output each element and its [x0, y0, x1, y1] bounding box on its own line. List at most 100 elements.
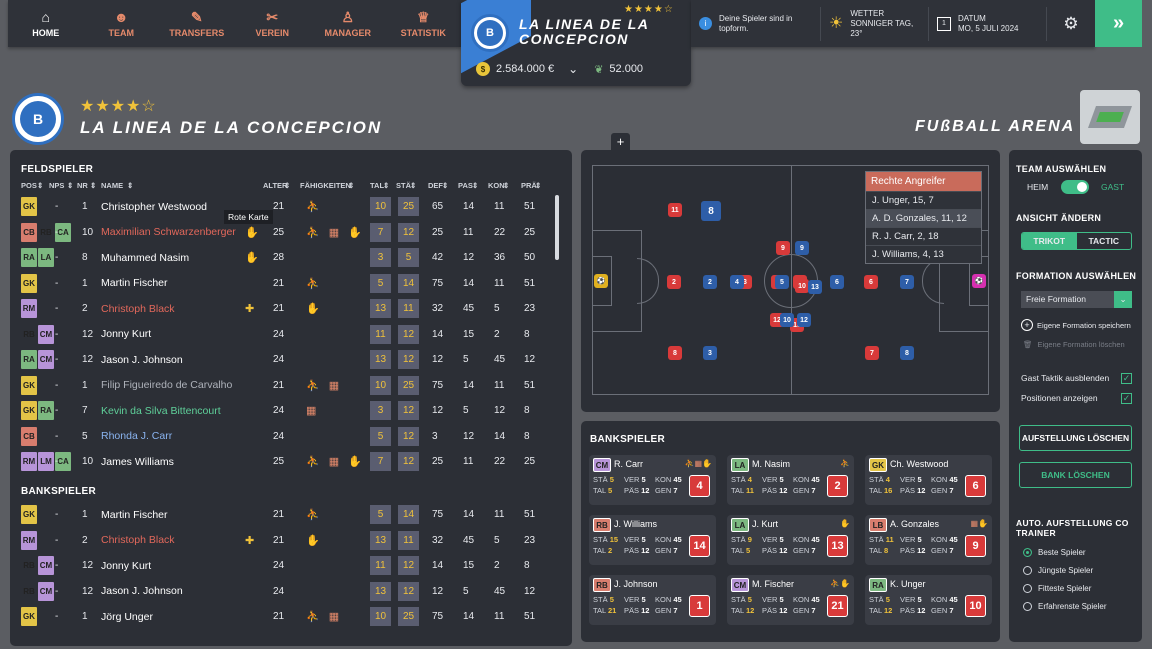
sort-icon[interactable]: ⇕ — [90, 181, 97, 190]
nav-team[interactable]: ☻ TEAM — [84, 0, 160, 47]
card-icon[interactable]: ✋ — [245, 252, 259, 264]
bench-player-card[interactable]: GK Ch. Westwood STÄ 4 TAL 16 VER 5 PÄS 12 KON … — [865, 455, 992, 505]
next-button[interactable]: » — [1095, 0, 1142, 47]
formation-select[interactable]: Freie Formation ⌄ — [1021, 291, 1132, 308]
sort-icon[interactable]: ⇕ — [67, 181, 74, 190]
bench-player-card[interactable]: CM M. Fischer ⛹✋ STÄ 5 TAL 12 VER 5 PÄS 12 KON … — [727, 575, 854, 625]
hide-tactic-checkbox[interactable]: ✓ — [1121, 373, 1132, 384]
sort-icon[interactable]: ⇕ — [127, 181, 134, 190]
header-prae[interactable]: PRÄ — [521, 181, 537, 190]
delete-formation-button[interactable]: 🗑 Eigene Formation löschen — [1023, 340, 1125, 349]
player-shirt-red[interactable]: 6 — [864, 275, 878, 289]
sort-icon[interactable]: ⇕ — [472, 181, 479, 190]
table-row[interactable]: GK - 1 Christopher Westwood 21 ⛹ 10 25 65 14 11 51 — [10, 195, 570, 218]
sort-icon[interactable]: ⇕ — [535, 181, 542, 190]
scrollbar[interactable] — [555, 195, 559, 260]
player-shirt-blue[interactable]: 6 — [830, 275, 844, 289]
stadium-icon[interactable] — [1080, 90, 1140, 144]
auto-lineup-option[interactable]: Beste Spieler — [1023, 548, 1086, 557]
table-row[interactable]: RM - 2 Christoph Black 21 ✋ ✚ 13 11 32 45 5 23 — [10, 529, 570, 552]
chevron-down-icon[interactable]: ⌄ — [568, 62, 579, 76]
table-row[interactable]: GK - 1 Jörg Unger 21 ⛹ ▦ 10 25 75 14 11 51 — [10, 605, 570, 628]
goalkeeper-shirt[interactable]: ⚽ — [594, 274, 608, 288]
nav-verein[interactable]: ✂ VEREIN — [235, 0, 311, 47]
tooltip-item[interactable]: J. Williams, 4, 13 — [866, 245, 981, 263]
sort-icon[interactable]: ⇕ — [442, 181, 449, 190]
player-shirt-blue[interactable]: 8 — [701, 201, 721, 221]
header-pos[interactable]: POS — [21, 181, 37, 190]
header-alter[interactable]: ALTER — [263, 181, 288, 190]
player-shirt-blue[interactable]: 4 — [730, 275, 744, 289]
radio-button[interactable] — [1023, 566, 1032, 575]
player-shirt-red[interactable]: 7 — [865, 346, 879, 360]
table-row[interactable]: RA LA - 8 Muhammed Nasim 28 ✋ 3 5 42 12 36 50 — [10, 246, 570, 269]
bench-player-card[interactable]: LA M. Nasim ⛹ STÄ 4 TAL 11 VER 5 PÄS 12 KON 45 G… — [727, 455, 854, 505]
player-shirt-blue[interactable]: 9 — [795, 241, 809, 255]
table-row[interactable]: RA CM - 12 Jason J. Johnson 24 13 12 12 5 45 12 — [10, 348, 570, 371]
bench-player-card[interactable]: RB J. Johnson STÄ 5 TAL 21 VER 5 PÄS 12 KON 45… — [589, 575, 716, 625]
table-row[interactable]: CB - 5 Rhonda J. Carr 24 5 12 3 12 14 8 — [10, 425, 570, 448]
sort-icon[interactable]: ⇕ — [383, 181, 390, 190]
tooltip-item[interactable]: J. Unger, 15, 7 — [866, 191, 981, 209]
bench-player-card[interactable]: LB A. Gonzales ▦✋ STÄ 11 TAL 8 VER 5 PÄS 12 KON… — [865, 515, 992, 565]
table-row[interactable]: GK RA - 7 Kevin da Silva Bittencourt 24 ▦ 3 12 12… — [10, 399, 570, 422]
sort-icon[interactable]: ⇕ — [37, 181, 44, 190]
show-positions-checkbox[interactable]: ✓ — [1121, 393, 1132, 404]
player-shirt-blue[interactable]: 3 — [703, 346, 717, 360]
player-shirt-blue[interactable]: 2 — [703, 275, 717, 289]
gear-icon[interactable]: ⚙ — [1063, 13, 1079, 33]
player-shirt-red[interactable]: 2 — [667, 275, 681, 289]
player-shirt-red[interactable]: 10 — [795, 279, 809, 293]
header-kon[interactable]: KON — [488, 181, 505, 190]
table-row[interactable]: GK - 1 Martin Fischer 21 ⛹ 5 14 75 14 11 51 — [10, 272, 570, 295]
card-icon[interactable]: ✋ — [245, 226, 259, 239]
table-row[interactable]: RM - 2 Christoph Black 21 ✋ ✚ 13 11 32 45 5 23 — [10, 297, 570, 320]
tooltip-item[interactable]: R. J. Carr, 2, 18 — [866, 227, 981, 245]
tooltip-item[interactable]: A. D. Gonzales, 11, 12 — [866, 209, 981, 227]
player-shirt-blue[interactable]: 13 — [808, 280, 822, 294]
header-faeh[interactable]: FÄHIGKEITEN — [300, 181, 351, 190]
radio-button[interactable] — [1023, 584, 1032, 593]
player-shirt-red[interactable]: 11 — [668, 203, 682, 217]
nav-transfers[interactable]: ✎ TRANSFERS — [159, 0, 235, 47]
card-icon[interactable]: ✚ — [245, 534, 255, 547]
table-row[interactable]: GK - 1 Martin Fischer 21 ⛹ 5 14 75 14 11 51 — [10, 503, 570, 526]
tab-trikot[interactable]: TRIKOT — [1022, 233, 1077, 249]
header-pas[interactable]: PAS — [458, 181, 473, 190]
tab-tactic[interactable]: TACTIC — [1088, 236, 1120, 246]
header-tal[interactable]: TAL — [370, 181, 385, 190]
radio-button[interactable] — [1023, 602, 1032, 611]
header-def[interactable]: DEF — [428, 181, 443, 190]
nav-home[interactable]: ⌂ HOME — [8, 0, 84, 47]
add-button[interactable]: + — [611, 133, 630, 150]
player-shirt-blue[interactable]: 12 — [797, 313, 811, 327]
header-sta[interactable]: STÄ — [396, 181, 411, 190]
table-row[interactable]: CB RB CA - 10 Maximilian Schwarzenberger 25 ⛹ ▦… — [10, 221, 570, 244]
table-row[interactable]: RB CM - 12 Jonny Kurt 24 11 12 14 15 2 8 — [10, 554, 570, 577]
sort-icon[interactable]: ⇕ — [348, 181, 355, 190]
auto-lineup-option[interactable]: Fitteste Spieler — [1023, 584, 1091, 593]
nav-manager[interactable]: ♙ MANAGER — [310, 0, 386, 47]
header-nps[interactable]: NPS — [49, 181, 65, 190]
save-formation-button[interactable]: + Eigene Formation speichern — [1021, 319, 1131, 331]
radio-button[interactable] — [1023, 548, 1032, 557]
sort-icon[interactable]: ⇕ — [503, 181, 510, 190]
table-row[interactable]: RM LM CA - 10 James Williams 25 ⛹ ▦ ✋ 7 12 25 11 22 2… — [10, 450, 570, 473]
nav-statistik[interactable]: ♕ STATISTIK — [386, 0, 462, 47]
player-shirt-blue[interactable]: 7 — [900, 275, 914, 289]
away-goalkeeper-shirt[interactable]: ⚽ — [972, 274, 986, 288]
player-shirt-red[interactable]: 8 — [668, 346, 682, 360]
header-name[interactable]: NAME — [101, 181, 124, 190]
sort-icon[interactable]: ⇕ — [284, 181, 291, 190]
auto-lineup-option[interactable]: Erfahrenste Spieler — [1023, 602, 1106, 611]
sort-icon[interactable]: ⇕ — [410, 181, 417, 190]
card-icon[interactable]: ✚ — [245, 303, 255, 315]
table-row[interactable]: RB CM - 12 Jason J. Johnson 24 13 12 12 5 45 12 — [10, 580, 570, 603]
clear-bench-button[interactable]: BANK LÖSCHEN — [1019, 462, 1132, 488]
player-shirt-blue[interactable]: 10 — [780, 313, 794, 327]
player-shirt-blue[interactable]: 5 — [775, 275, 789, 289]
bench-player-card[interactable]: RA K. Unger STÄ 5 TAL 12 VER 5 PÄS 12 KON 45 GE… — [865, 575, 992, 625]
player-shirt-red[interactable]: 9 — [776, 241, 790, 255]
table-row[interactable]: RB CM - 12 Jonny Kurt 24 11 12 14 15 2 8 — [10, 323, 570, 346]
team-toggle[interactable] — [1061, 180, 1089, 194]
